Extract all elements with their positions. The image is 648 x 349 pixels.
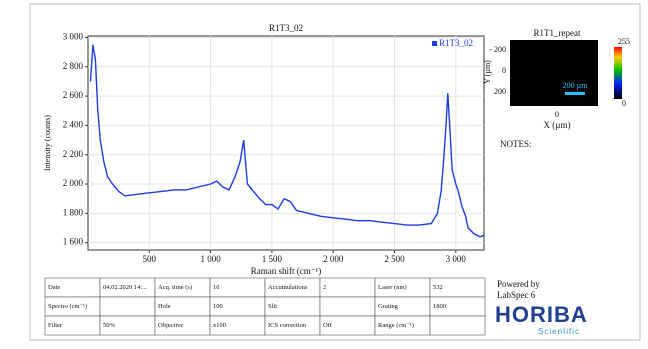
map-x-tick: 0 [555, 110, 559, 119]
map-y-tick: 0 [502, 66, 506, 75]
table-text: Acq. time (s) [158, 284, 192, 291]
x-tick-label: 2 500 [384, 254, 405, 264]
table-text: Spectro (cm⁻¹) [48, 303, 87, 310]
x-tick-label: 1 500 [262, 254, 283, 264]
table-text: 2 [323, 284, 326, 291]
y-tick-label: 2 200 [63, 149, 84, 159]
table-text: x100 [213, 322, 226, 329]
y-tick-label: 2 400 [63, 119, 84, 129]
table-text: Accumulations [268, 284, 308, 291]
table-text: 10 [213, 284, 220, 291]
page: R1T3_02 Raman shift (cm⁻¹) Intensity (co… [0, 0, 648, 344]
table-text: Laser (nm) [378, 284, 407, 291]
x-tick-label: 1 000 [200, 254, 221, 264]
y-tick-label: 3 000 [63, 32, 84, 42]
table-cell [430, 316, 485, 335]
table-cell [320, 278, 375, 297]
table-text: Objective [158, 322, 183, 329]
x-tick-label: 3 000 [446, 254, 467, 264]
table-cell [320, 297, 375, 316]
table-text: 100 [213, 303, 223, 310]
y-tick-label: 1 800 [63, 207, 84, 217]
report: R1T3_02 Raman shift (cm⁻¹) Intensity (co… [0, 0, 648, 344]
table-text: Hole [158, 303, 171, 310]
table-text: Slit [268, 303, 277, 310]
map-image [510, 40, 598, 106]
table-text: ICS correction [268, 322, 307, 329]
colorbar [614, 47, 622, 99]
legend-swatch [432, 41, 437, 46]
chart-title: R1T3_02 [269, 23, 303, 33]
colorbar-max: 255 [618, 37, 630, 46]
y-tick-label: 2 600 [63, 90, 84, 100]
x-axis-label: Raman shift (cm⁻¹) [251, 266, 321, 276]
plot-area [88, 36, 484, 250]
table-text: 04.02.2020 14:... [103, 284, 147, 291]
parameter-table: Date 04.02.2020 14:... Acq. time (s) 10 Accu… [45, 278, 485, 335]
colorbar-min: 0 [622, 99, 626, 108]
x-tick-label: 2 000 [323, 254, 344, 264]
x-tick-label: 500 [143, 254, 157, 264]
y-tick-label: 2 800 [63, 61, 84, 71]
table-text: 1800 [433, 303, 446, 310]
table-text: 532 [433, 284, 443, 291]
map-x-label: X (µm) [544, 120, 571, 130]
table-text: Filter [48, 322, 63, 329]
map-y-tick: 200 [494, 87, 506, 96]
powered-by: Powered by [497, 279, 540, 289]
notes: NOTES: [500, 139, 532, 149]
map-y-label: Y (µm) [483, 60, 492, 84]
brand: HORIBA [495, 302, 588, 327]
map-title: R1T1_repeat [534, 28, 581, 38]
table-text: 50% [103, 322, 116, 329]
table-text: Off [323, 322, 333, 329]
table-text: Grating [378, 303, 399, 310]
table-cell [100, 297, 155, 316]
scale-bar [565, 92, 585, 95]
brand-sub: Scientific [538, 327, 580, 336]
map-y-tick: - 200 [489, 45, 506, 54]
table-text: Range (cm⁻¹) [378, 322, 414, 329]
y-axis-label: Intensity (counts) [43, 115, 52, 172]
y-tick-label: 1 600 [63, 237, 84, 247]
scale-bar-label: 200 µm [563, 81, 589, 90]
software: LabSpec 6 [497, 290, 536, 300]
legend-label: R1T3_02 [439, 38, 473, 48]
table-text: Date [48, 284, 60, 291]
y-tick-label: 2 000 [63, 178, 84, 188]
